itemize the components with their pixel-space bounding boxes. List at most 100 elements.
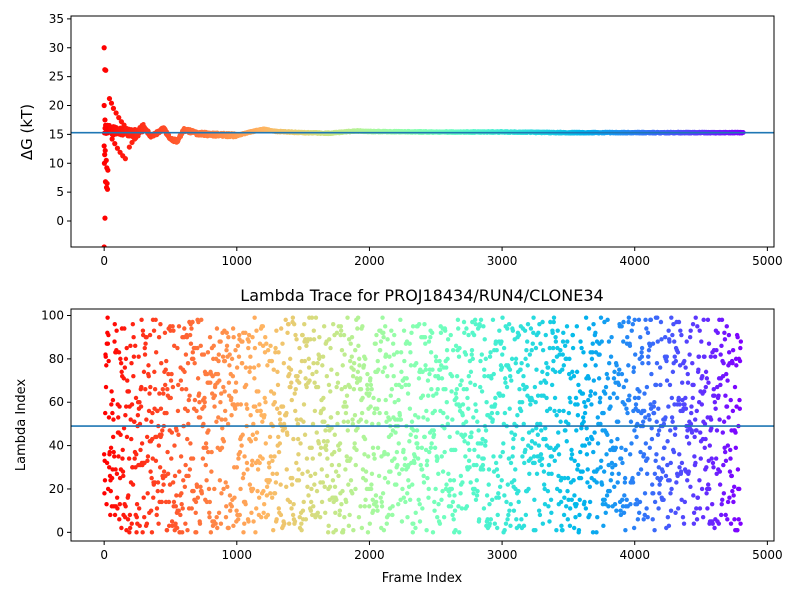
- bottom-data-point: [185, 436, 190, 442]
- bottom-data-point: [442, 426, 447, 431]
- bottom-data-point: [653, 458, 658, 463]
- bottom-data-point: [688, 328, 693, 333]
- bottom-y-tick-label: 60: [49, 395, 64, 409]
- bottom-data-point: [362, 436, 368, 442]
- bottom-data-point: [738, 339, 744, 344]
- bottom-data-point: [495, 512, 500, 518]
- bottom-data-point: [560, 352, 565, 357]
- bottom-data-point: [198, 343, 203, 349]
- bottom-data-point: [221, 486, 226, 492]
- bottom-x-axis: 0 1000 2000 3000 4000 5000: [100, 541, 783, 562]
- bottom-data-point: [531, 454, 537, 459]
- bottom-data-point: [545, 365, 551, 370]
- bottom-data-point: [399, 519, 405, 524]
- bottom-data-point: [129, 361, 134, 366]
- bottom-data-point: [553, 339, 559, 344]
- bottom-data-point: [685, 380, 691, 385]
- bottom-data-point: [298, 441, 303, 446]
- bottom-data-point: [314, 430, 319, 435]
- bottom-data-point: [374, 332, 379, 338]
- bottom-data-point: [646, 354, 651, 359]
- bottom-data-point: [360, 467, 366, 472]
- bottom-data-point: [263, 441, 268, 446]
- bottom-data-point: [394, 350, 400, 355]
- bottom-y-tick-label: 80: [49, 352, 64, 366]
- bottom-data-point: [500, 393, 506, 398]
- bottom-data-point: [294, 460, 299, 466]
- bottom-data-point: [424, 527, 429, 533]
- bottom-data-point: [291, 436, 296, 442]
- bottom-data-point: [137, 400, 142, 405]
- bottom-data-point: [112, 454, 117, 459]
- bottom-data-point: [401, 495, 406, 500]
- bottom-data-point: [522, 460, 527, 466]
- bottom-data-point: [368, 376, 373, 381]
- bottom-data-point: [373, 341, 378, 346]
- bottom-data-point: [591, 378, 597, 383]
- bottom-data-point: [589, 402, 594, 407]
- bottom-data-point: [480, 467, 486, 472]
- bottom-data-point: [410, 530, 416, 535]
- bottom-data-point: [143, 387, 148, 392]
- bottom-data-point: [551, 345, 556, 351]
- bottom-data-point: [348, 341, 353, 346]
- bottom-data-point: [648, 402, 653, 407]
- bottom-data-point: [705, 317, 711, 323]
- bottom-data-point: [609, 439, 614, 444]
- bottom-data-point: [133, 395, 139, 401]
- bottom-data-point: [395, 462, 400, 468]
- bottom-data-point: [342, 514, 347, 520]
- bottom-data-point: [512, 432, 518, 437]
- bottom-data-point: [202, 404, 207, 409]
- top-x-tick-label: 0: [100, 254, 108, 268]
- bottom-data-point: [689, 404, 694, 409]
- bottom-data-point: [128, 343, 133, 349]
- bottom-data-point: [594, 480, 599, 485]
- bottom-data-point: [583, 315, 589, 320]
- bottom-data-point: [268, 491, 273, 496]
- bottom-data-point: [340, 488, 345, 494]
- bottom-data-point: [478, 384, 483, 390]
- bottom-data-point: [300, 508, 306, 513]
- bottom-data-point: [368, 486, 374, 492]
- bottom-data-point: [720, 430, 725, 435]
- bottom-data-point: [145, 458, 150, 463]
- bottom-data-point: [519, 400, 525, 405]
- bottom-data-point: [502, 376, 508, 381]
- bottom-data-point: [116, 454, 121, 459]
- bottom-data-point: [526, 486, 531, 492]
- top-data-point: [104, 186, 111, 192]
- bottom-data-point: [196, 391, 202, 396]
- bottom-data-point: [591, 449, 596, 455]
- bottom-data-point: [405, 391, 411, 396]
- bottom-data-point: [693, 460, 698, 466]
- bottom-data-point: [333, 469, 339, 474]
- bottom-data-point: [639, 350, 644, 355]
- bottom-data-point: [731, 493, 736, 498]
- bottom-data-point: [466, 374, 472, 379]
- bottom-data-point: [370, 445, 376, 450]
- bottom-data-point: [378, 339, 384, 344]
- bottom-data-point: [185, 361, 191, 366]
- bottom-data-point: [557, 352, 562, 357]
- bottom-data-point: [688, 421, 694, 427]
- bottom-data-point: [247, 365, 253, 370]
- bottom-data-point: [531, 330, 536, 336]
- bottom-data-point: [561, 330, 566, 336]
- bottom-data-point: [682, 402, 687, 407]
- bottom-data-point: [223, 417, 228, 422]
- bottom-data-point: [645, 456, 650, 461]
- bottom-data-point: [335, 410, 340, 416]
- bottom-data-point: [337, 447, 342, 453]
- bottom-data-point: [567, 523, 573, 529]
- bottom-data-point: [534, 426, 539, 431]
- bottom-data-point: [584, 452, 590, 457]
- bottom-data-point: [288, 384, 293, 390]
- bottom-data-point: [654, 452, 659, 457]
- bottom-data-point: [558, 348, 563, 353]
- bottom-data-point: [595, 441, 601, 446]
- bottom-data-point: [335, 421, 340, 427]
- bottom-data-point: [227, 493, 233, 498]
- bottom-data-point: [112, 512, 118, 518]
- bottom-data-point: [668, 508, 674, 513]
